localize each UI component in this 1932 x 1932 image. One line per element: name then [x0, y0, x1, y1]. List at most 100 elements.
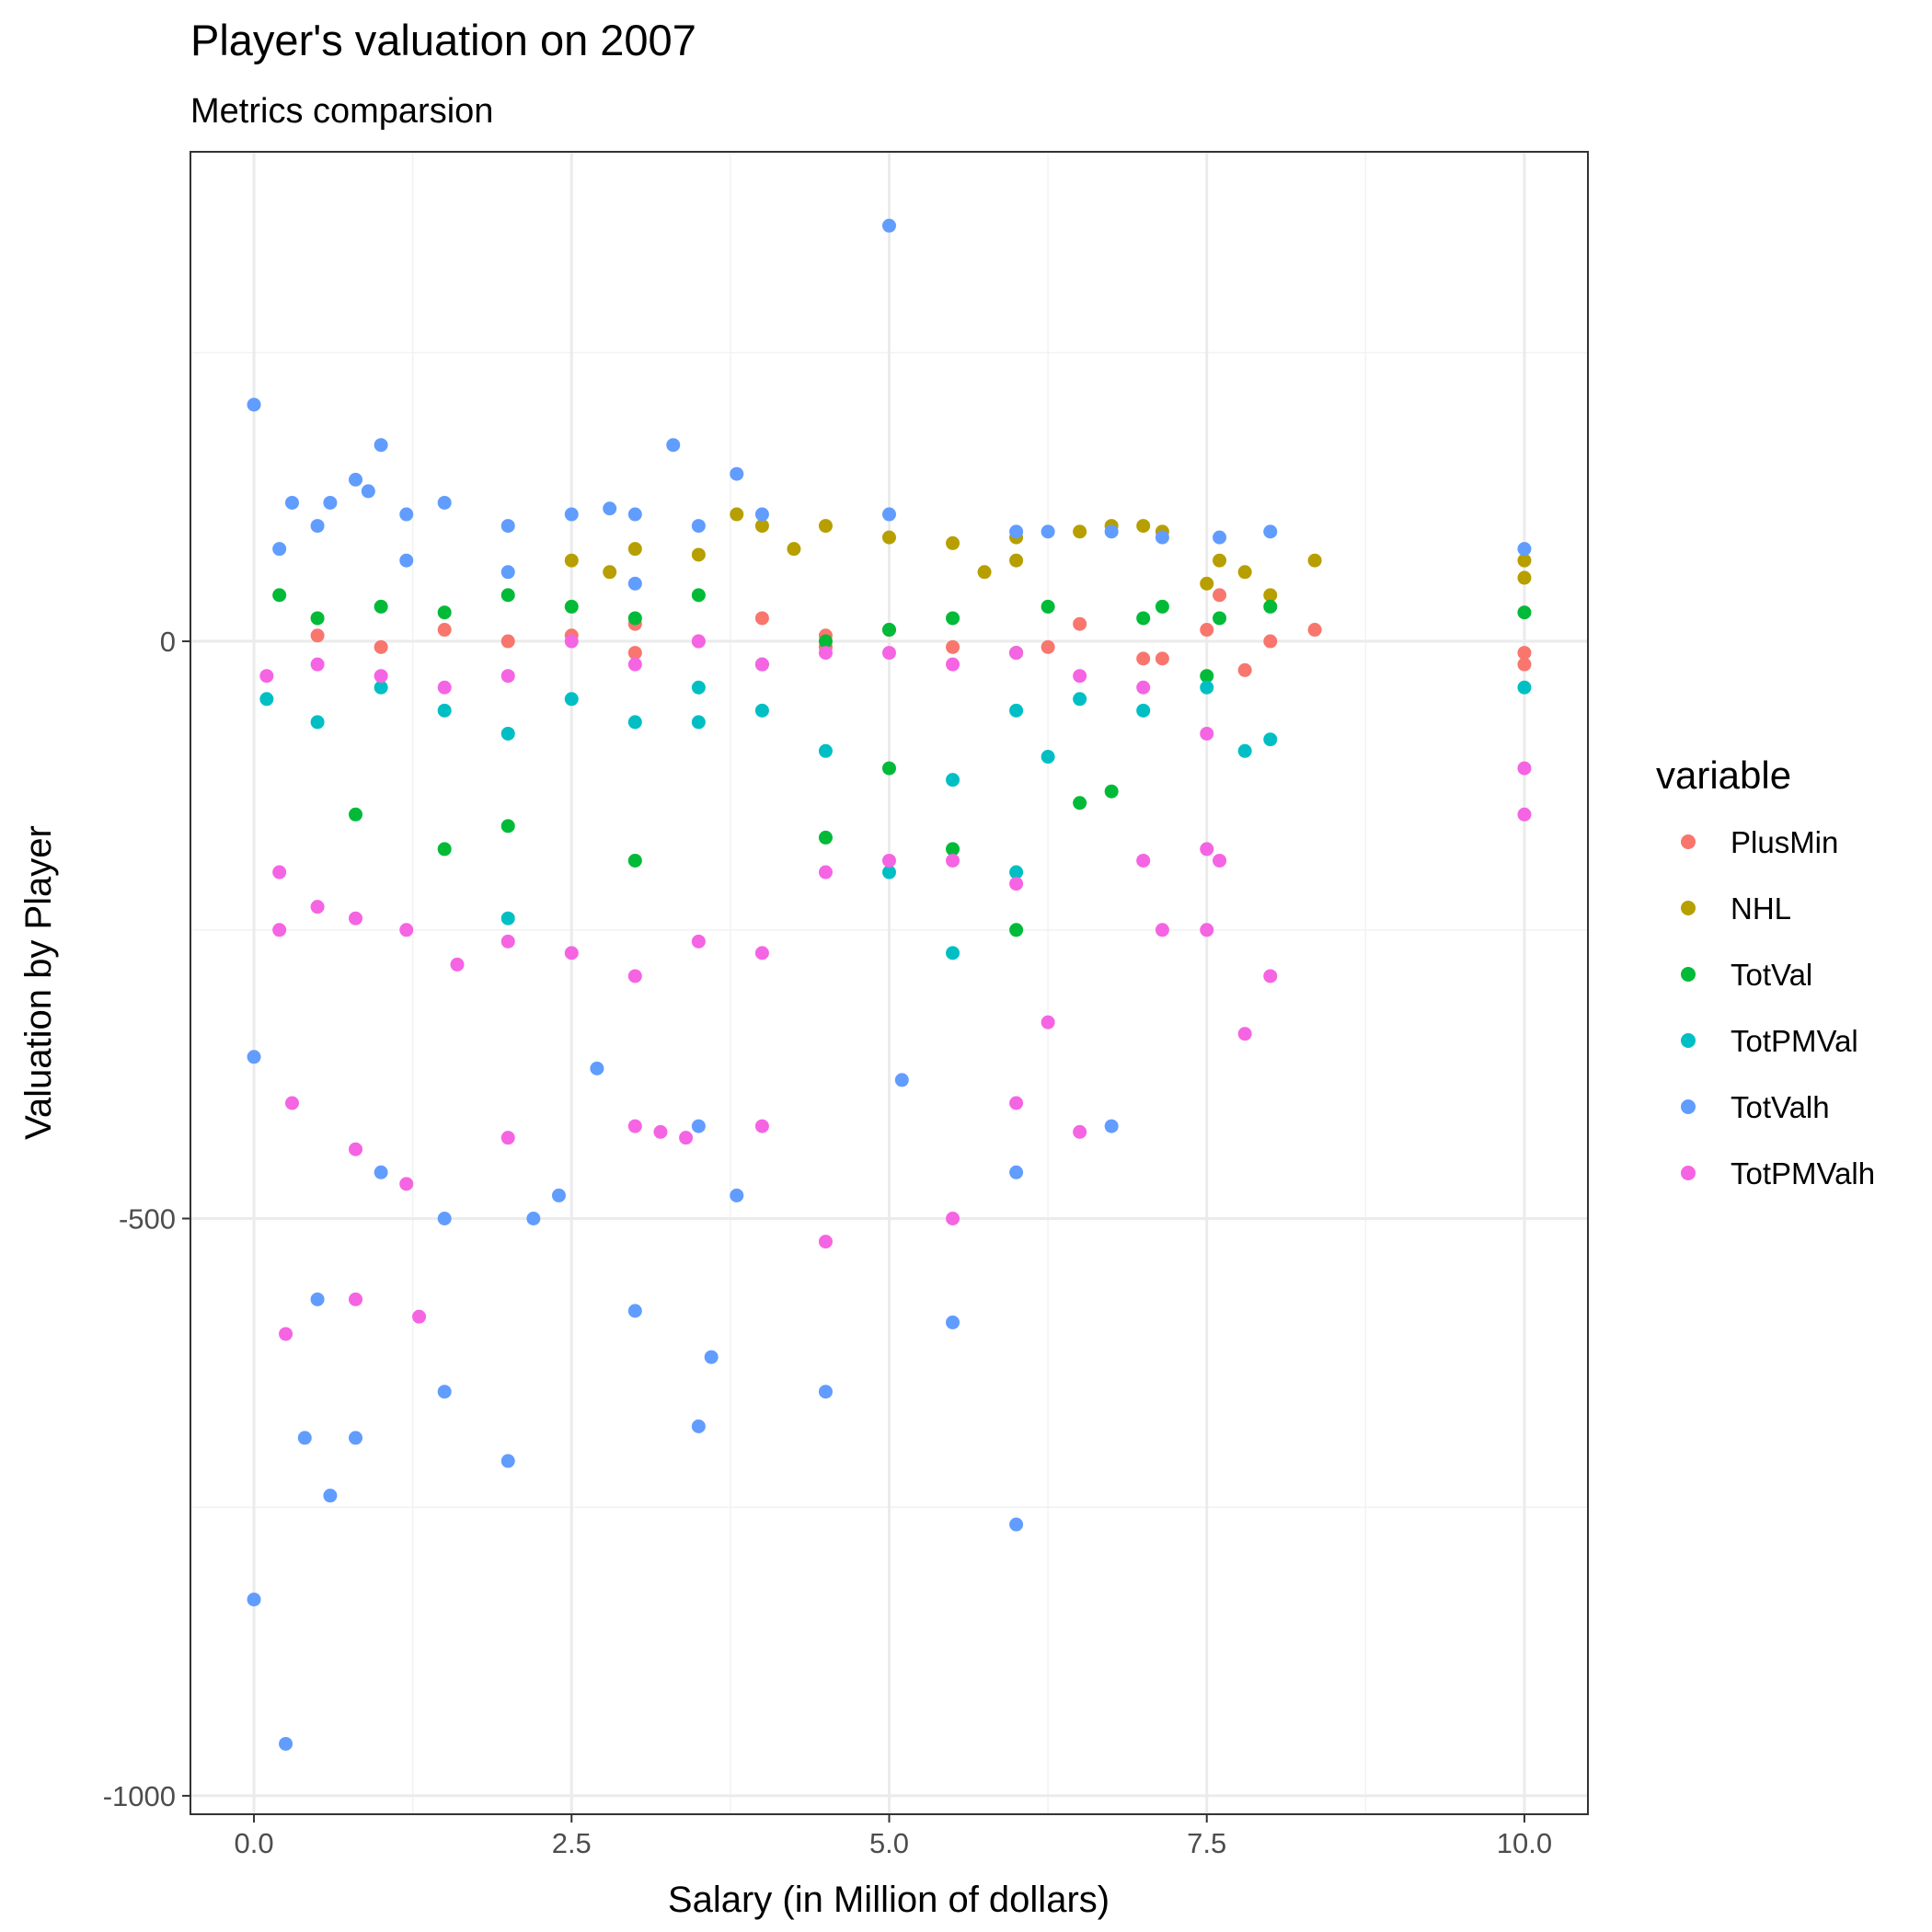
data-point [1517, 542, 1532, 557]
y-tick-label: -500 [119, 1202, 176, 1235]
data-point [1213, 553, 1227, 568]
data-point [272, 588, 287, 603]
data-point [882, 623, 896, 638]
data-point [1517, 807, 1532, 822]
x-axis: 0.0 2.5 5.0 7.5 10.0 [234, 1814, 1552, 1859]
legend-key-NHL [1681, 901, 1696, 915]
data-point [627, 1119, 642, 1133]
data-point [564, 692, 579, 707]
data-point [1200, 923, 1214, 937]
data-point [946, 773, 960, 788]
data-point [691, 588, 706, 603]
data-point [1041, 599, 1055, 614]
x-tick-label: 10.0 [1497, 1827, 1552, 1859]
data-point [946, 657, 960, 672]
data-point [691, 519, 706, 534]
grid-lines [190, 152, 1588, 1814]
data-point [310, 611, 325, 626]
data-point [564, 599, 579, 614]
data-point [882, 761, 896, 776]
data-point [627, 611, 642, 626]
data-point [882, 865, 896, 880]
data-point [500, 634, 515, 649]
data-point [1200, 680, 1214, 695]
data-point [1517, 553, 1532, 568]
data-point [627, 646, 642, 661]
data-point [1213, 611, 1227, 626]
legend-key-PlusMin [1681, 834, 1696, 849]
data-point [704, 1350, 719, 1364]
data-point [691, 680, 706, 695]
x-tick-label: 7.5 [1187, 1827, 1226, 1859]
data-point [818, 1235, 833, 1249]
data-point [1104, 784, 1119, 799]
data-point [754, 703, 769, 718]
y-axis: -1000 -500 0 [103, 626, 190, 1812]
data-point [500, 911, 515, 926]
data-point [272, 923, 287, 937]
data-point [437, 623, 452, 638]
data-point [1237, 565, 1252, 580]
data-point [818, 1385, 833, 1399]
legend: variable PlusMin NHL TotVal TotPMVal TotValh… [1656, 753, 1875, 1190]
legend-label-TotValh: TotValh [1731, 1090, 1830, 1124]
series-TotPMVal [259, 680, 1532, 960]
data-point [818, 519, 833, 534]
data-point [349, 1431, 363, 1445]
data-point [500, 588, 515, 603]
data-point [627, 969, 642, 983]
data-point [730, 1188, 744, 1202]
data-point [500, 519, 515, 534]
data-point [564, 946, 579, 960]
data-point [818, 634, 833, 649]
y-axis-title: Valuation by Player [18, 825, 59, 1140]
data-point [450, 957, 465, 972]
legend-title: variable [1656, 753, 1791, 797]
data-points [247, 218, 1532, 1751]
data-point [1517, 680, 1532, 695]
data-point [818, 865, 833, 880]
data-point [1009, 553, 1024, 568]
data-point [946, 1315, 960, 1329]
data-point [1136, 611, 1151, 626]
legend-label-TotVal: TotVal [1731, 958, 1812, 992]
data-point [297, 1431, 312, 1445]
data-point [679, 1131, 694, 1145]
data-point [730, 466, 744, 481]
data-point [653, 1124, 668, 1139]
data-point [882, 853, 896, 868]
data-point [1041, 524, 1055, 539]
legend-key-TotPMVal [1681, 1033, 1696, 1048]
plot-panel [190, 151, 1589, 1815]
data-point [818, 743, 833, 758]
data-point [374, 680, 388, 695]
data-point [754, 611, 769, 626]
data-point [259, 669, 274, 684]
data-point [272, 542, 287, 557]
data-point [627, 576, 642, 591]
data-point [500, 669, 515, 684]
data-point [1263, 524, 1278, 539]
data-point [259, 692, 274, 707]
data-point [247, 1050, 261, 1064]
data-point [627, 1304, 642, 1318]
series-TotValh [247, 218, 1532, 1751]
data-point [349, 911, 363, 926]
data-point [399, 923, 414, 937]
data-point [691, 634, 706, 649]
data-point [1213, 853, 1227, 868]
legend-key-TotVal [1681, 967, 1696, 982]
data-point [526, 1211, 541, 1225]
data-point [500, 726, 515, 741]
data-point [691, 1419, 706, 1433]
data-point [399, 553, 414, 568]
y-tick-label: 0 [160, 626, 176, 658]
data-point [754, 1119, 769, 1133]
data-point [500, 819, 515, 834]
data-point [1213, 530, 1227, 545]
data-point [1517, 570, 1532, 585]
legend-items: PlusMin NHL TotVal TotPMVal TotValh TotPMValh [1681, 825, 1875, 1190]
data-point [627, 715, 642, 730]
data-point [1155, 530, 1169, 545]
data-point [374, 669, 388, 684]
